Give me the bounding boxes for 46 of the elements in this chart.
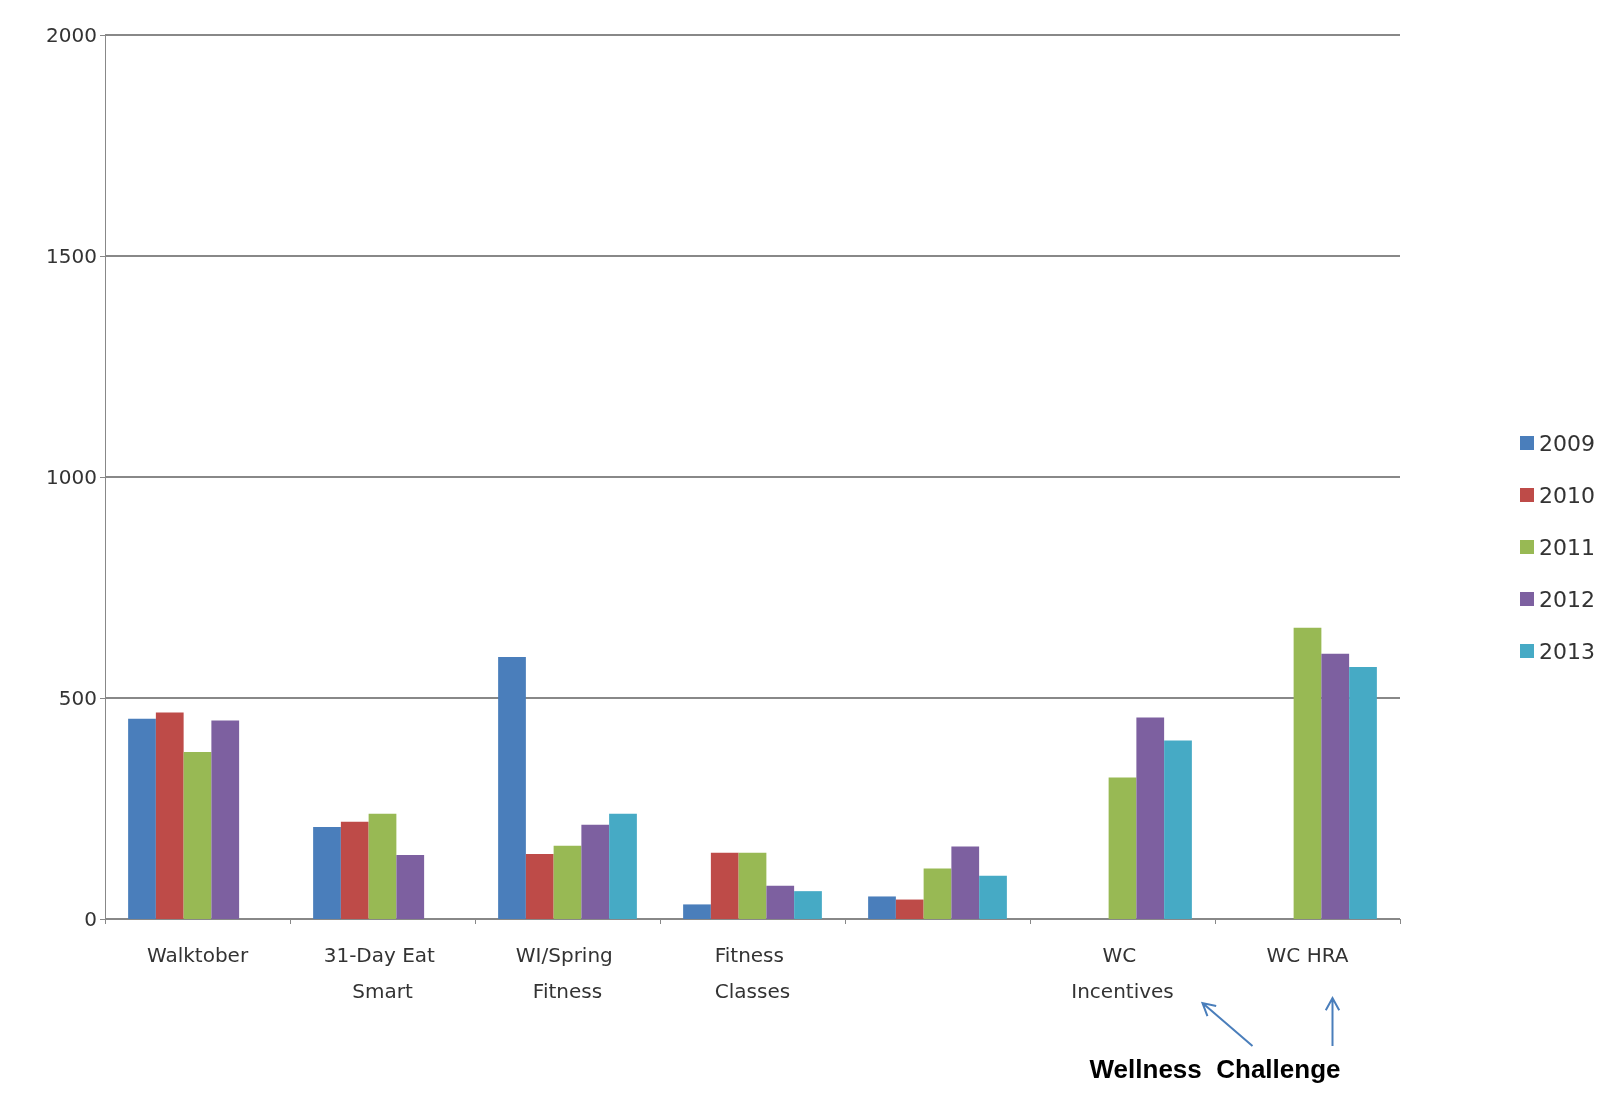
y-tick-label: 1000 — [46, 465, 97, 489]
bar — [498, 656, 526, 919]
bar — [710, 852, 739, 919]
bar — [923, 868, 952, 919]
x-tick-label: Fitness Classes — [714, 943, 791, 1003]
bar — [1293, 627, 1322, 919]
bar — [979, 875, 1007, 919]
bar — [951, 846, 980, 919]
y-tick-label: 500 — [58, 686, 97, 710]
x-tick-label: WI/Spring Fitness — [515, 943, 620, 1003]
y-tick-label: 0 — [84, 907, 97, 931]
bar — [368, 813, 397, 919]
bar — [525, 854, 554, 919]
legend-label: 2012 — [1539, 586, 1596, 612]
legend-label: 2013 — [1539, 638, 1596, 664]
bar — [868, 896, 896, 919]
bar — [609, 813, 637, 919]
x-tick-label: WC Incentives — [1071, 943, 1174, 1003]
legend-label: 2010 — [1539, 482, 1596, 508]
bar — [895, 899, 924, 919]
y-tick-label: 1500 — [46, 244, 97, 268]
x-tick-label: 31-Day Eat Smart — [323, 943, 442, 1003]
bar — [396, 854, 425, 919]
bar — [211, 720, 240, 919]
bar — [340, 821, 369, 919]
y-tick-label: 2000 — [46, 23, 97, 47]
bar — [553, 845, 582, 919]
x-tick-label: WC HRA — [1266, 943, 1349, 967]
bar — [738, 852, 767, 919]
bar — [1164, 740, 1192, 919]
legend-label: 2009 — [1539, 430, 1596, 456]
bar — [128, 718, 156, 919]
bar — [183, 751, 212, 919]
bar — [1349, 667, 1377, 919]
bar — [1321, 653, 1350, 919]
x-tick-label: Walktober — [146, 943, 249, 967]
bar — [683, 904, 711, 919]
bar — [794, 891, 822, 919]
bar — [1136, 717, 1165, 919]
bar — [1108, 777, 1137, 919]
bar — [313, 827, 341, 919]
text: Wellness Challenge — [1089, 1054, 1341, 1084]
legend-label: 2011 — [1539, 534, 1596, 560]
bar — [155, 712, 184, 919]
bar — [581, 824, 610, 919]
bar — [766, 885, 795, 919]
